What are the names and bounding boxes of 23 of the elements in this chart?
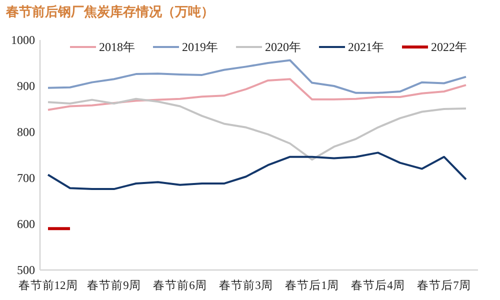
y-tick-label: 500 [17, 263, 35, 277]
line-series [47, 59, 467, 94]
y-tick-label: 800 [17, 125, 35, 139]
x-tick-label: 春节后7周 [417, 279, 471, 292]
y-tick-label: 600 [17, 217, 35, 231]
y-tick-label: 900 [17, 79, 35, 93]
x-tick-label: 春节前9周 [87, 279, 141, 292]
line-series [47, 98, 467, 161]
x-tick-label: 春节前12周 [18, 279, 78, 292]
legend-label: 2020年 [265, 40, 301, 54]
y-tick-label: 700 [17, 171, 35, 185]
legend-label: 2018年 [99, 40, 135, 54]
x-tick-label: 春节后1周 [285, 279, 339, 292]
legend-label: 2021年 [348, 40, 384, 54]
legend-label: 2022年 [431, 40, 467, 54]
chart-title: 春节前后钢厂焦炭库存情况（万吨） [5, 4, 214, 19]
legend-label: 2019年 [182, 40, 218, 54]
x-tick-label: 春节后4周 [351, 279, 405, 292]
x-tick-label: 春节前6周 [153, 279, 207, 292]
line-series [47, 152, 467, 190]
line-series [47, 78, 467, 111]
y-tick-label: 1000 [11, 33, 35, 47]
x-tick-label: 春节前3周 [219, 279, 273, 292]
